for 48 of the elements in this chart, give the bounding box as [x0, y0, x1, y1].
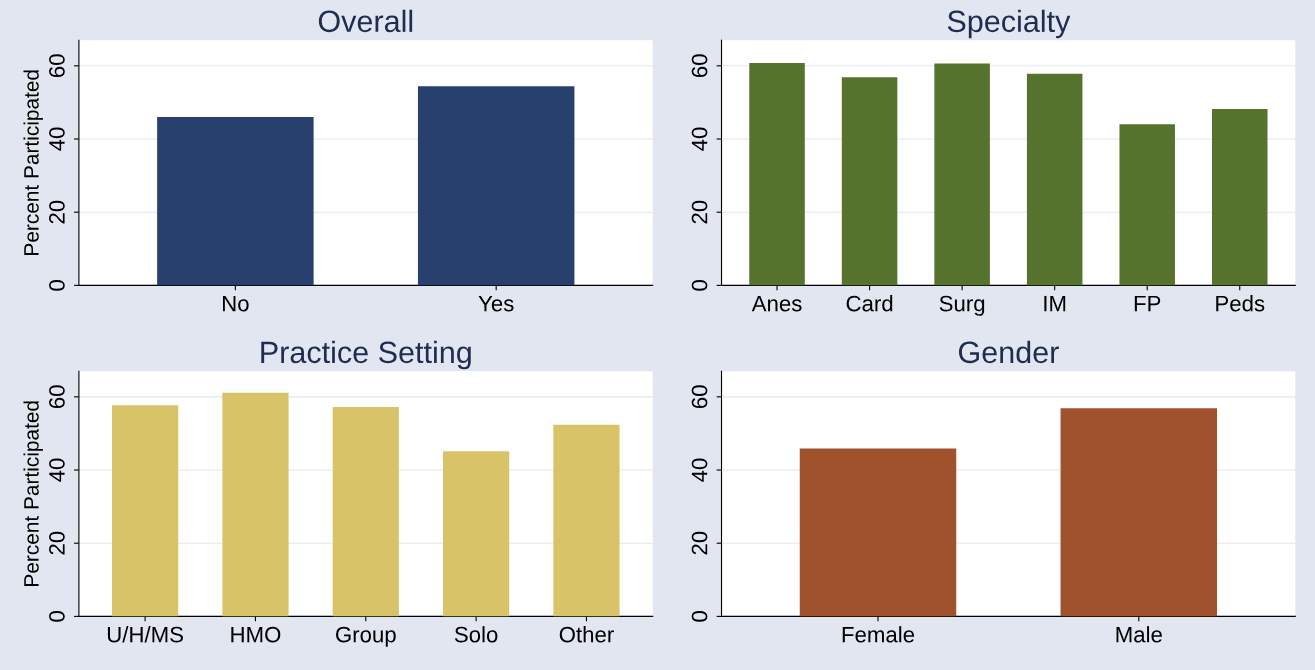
y-tick-label: 60: [691, 54, 708, 78]
y-tick-label: 0: [691, 611, 708, 622]
y-tick-label: 20: [691, 531, 708, 555]
y-tick-label: 20: [49, 531, 65, 555]
y-tick-label: 20: [691, 200, 708, 224]
x-tick-label: Male: [1116, 626, 1162, 643]
bar: [749, 62, 805, 286]
x-tick-label: Peds: [1216, 295, 1265, 312]
x-tick-label: FP: [1134, 295, 1161, 312]
bar: [443, 451, 510, 617]
y-tick-label: 0: [49, 611, 65, 622]
y-tick-label: 20: [49, 200, 65, 224]
x-tick-label: No: [223, 295, 249, 312]
x-tick-label: Card: [846, 295, 893, 312]
y-tick-label: 0: [691, 280, 708, 291]
x-tick-label: Group: [336, 626, 396, 647]
bar: [934, 63, 990, 286]
y-axis-title: Percent Participated: [23, 70, 43, 255]
bar: [222, 392, 289, 617]
bar: [841, 77, 898, 286]
x-tick-label: Anes: [751, 295, 802, 312]
y-tick-label: 60: [49, 54, 65, 78]
x-tick-label: Female: [842, 626, 915, 643]
bar: [553, 424, 620, 617]
x-tick-label: Surg: [939, 295, 985, 316]
x-tick-label: Solo: [454, 626, 498, 643]
y-tick-label: 40: [49, 458, 65, 482]
chart-title: Specialty: [947, 9, 1071, 39]
bar: [1211, 109, 1268, 286]
x-tick-label: IM: [1044, 295, 1066, 312]
y-tick-label: 0: [49, 280, 65, 291]
chart-title: Gender: [958, 340, 1059, 364]
y-tick-label: 40: [49, 127, 65, 151]
bar: [112, 405, 179, 617]
bar: [332, 407, 399, 617]
x-tick-label: Yes: [478, 295, 514, 312]
y-tick-label: 60: [49, 385, 65, 409]
x-tick-label: U/H/MS: [107, 626, 183, 643]
bar: [1026, 73, 1083, 286]
x-tick-label: Other: [559, 626, 614, 643]
y-tick-label: 40: [691, 458, 708, 482]
chart-title: Practice Setting: [261, 340, 471, 370]
y-tick-label: 40: [691, 127, 708, 151]
x-tick-label: HMO: [231, 626, 281, 643]
bar: [1119, 124, 1175, 286]
y-axis-title: Percent Participated: [23, 401, 43, 586]
chart-title: Overall: [318, 9, 413, 33]
y-tick-label: 60: [691, 385, 708, 409]
